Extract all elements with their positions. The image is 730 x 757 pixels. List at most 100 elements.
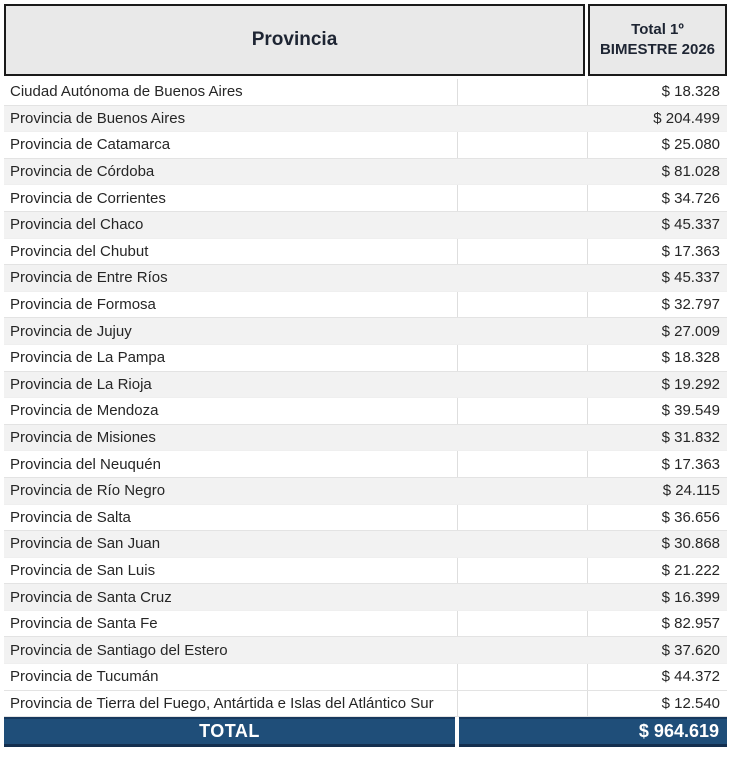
table-row: Provincia de Río Negro $ 24.115 [4, 477, 727, 505]
province-name-cell: Provincia de Mendoza [10, 402, 159, 420]
value-cell: $ 17.363 [661, 242, 720, 260]
value-cell: $ 45.337 [661, 216, 720, 234]
spacer-cell [457, 531, 588, 557]
value-cell: $ 27.009 [661, 322, 720, 340]
table-row: Provincia de Entre Ríos $ 45.337 [4, 265, 727, 292]
table-row: Provincia de Salta $ 36.656 [4, 504, 727, 532]
province-name-cell: Provincia de Córdoba [10, 163, 155, 181]
table-row: Provincia del Chaco $ 45.337 [4, 211, 727, 239]
value-cell: $ 82.957 [661, 615, 720, 633]
spacer-cell [457, 584, 588, 610]
table-row: Provincia del Chubut $ 17.363 [4, 238, 727, 266]
table-row: Provincia de San Juan $ 30.868 [4, 531, 727, 558]
table-row: Provincia de Mendoza $ 39.549 [4, 398, 727, 425]
spacer-cell [457, 79, 588, 105]
value-cell: $ 24.115 [662, 482, 720, 500]
province-name-cell: Provincia de Río Negro [10, 482, 166, 500]
table-body: Ciudad Autónoma de Buenos Aires $ 18.328… [4, 79, 727, 718]
province-name-cell: Provincia de La Pampa [10, 349, 166, 367]
spacer-cell [457, 425, 588, 451]
spacer-cell [457, 132, 588, 158]
spacer-cell [457, 637, 588, 663]
table-row: Provincia de Catamarca $ 25.080 [4, 132, 727, 159]
spacer-cell [457, 185, 588, 211]
table-row: Provincia de Tierra del Fuego, Antártida… [4, 690, 727, 718]
table-row: Provincia de Santa Fe $ 82.957 [4, 610, 727, 638]
spacer-cell [457, 318, 588, 344]
header-provincia-label: Provincia [251, 29, 338, 50]
table-row: Provincia de Tucumán $ 44.372 [4, 664, 727, 691]
province-name-cell: Provincia de Jujuy [10, 322, 132, 340]
province-name-cell: Ciudad Autónoma de Buenos Aires [10, 83, 243, 101]
province-name-cell: Provincia de Salta [10, 508, 131, 526]
table-row: Provincia de Misiones $ 31.832 [4, 424, 727, 452]
table-row: Provincia de La Rioja $ 19.292 [4, 371, 727, 399]
value-cell: $ 19.292 [661, 375, 720, 393]
value-cell: $ 31.832 [661, 429, 720, 447]
province-name-cell: Provincia de San Juan [10, 535, 161, 553]
spacer-cell [457, 106, 588, 132]
total-value: $ 964.619 [638, 721, 719, 742]
value-cell: $ 21.222 [661, 561, 720, 579]
table-row: Provincia de Formosa $ 32.797 [4, 291, 727, 319]
spacer-cell [457, 291, 588, 318]
value-cell: $ 16.399 [661, 588, 720, 606]
spacer-cell [457, 451, 588, 477]
province-name-cell: Provincia de Tucumán [10, 668, 159, 686]
table-row: Ciudad Autónoma de Buenos Aires $ 18.328 [4, 79, 727, 106]
province-name-cell: Provincia de Entre Ríos [10, 269, 168, 287]
value-cell: $ 18.328 [661, 83, 720, 101]
province-name-cell: Provincia de Misiones [10, 429, 156, 447]
province-name-cell: Provincia del Neuquén [10, 455, 161, 473]
value-cell: $ 44.372 [661, 668, 720, 686]
provinces-table: Provincia Total 1º BIMESTRE 2026 Ciudad … [4, 4, 727, 748]
total-label: TOTAL [199, 721, 260, 742]
value-cell: $ 30.868 [661, 535, 720, 553]
province-name-cell: Provincia de Corrientes [10, 189, 166, 207]
table-row: Provincia de Santiago del Estero $ 37.62… [4, 637, 727, 665]
value-cell: $ 37.620 [661, 641, 720, 659]
table-row: Provincia de Buenos Aires $ 204.499 [4, 105, 727, 133]
value-cell: $ 25.080 [661, 136, 720, 154]
header-cell-total: Total 1º BIMESTRE 2026 [588, 4, 727, 76]
table-row: Provincia de La Pampa $ 18.328 [4, 344, 727, 372]
spacer-cell [457, 504, 588, 531]
value-cell: $ 81.028 [661, 163, 720, 181]
table-row: Provincia de Corrientes $ 34.726 [4, 185, 727, 212]
spacer-cell [457, 159, 588, 185]
spacer-cell [457, 664, 588, 690]
spacer-cell [457, 344, 588, 371]
spacer-cell [457, 398, 588, 424]
header-cell-provincia: Provincia [4, 4, 585, 76]
header-total-line2: BIMESTRE 2026 [599, 41, 716, 58]
table-row: Provincia de Córdoba $ 81.028 [4, 158, 727, 186]
value-cell: $ 36.656 [661, 508, 720, 526]
value-cell: $ 32.797 [661, 296, 720, 314]
table-row: Provincia del Neuquén $ 17.363 [4, 451, 727, 478]
value-cell: $ 34.726 [661, 189, 720, 207]
value-cell: $ 18.328 [661, 349, 720, 367]
province-name-cell: Provincia del Chubut [10, 242, 149, 260]
value-cell: $ 45.337 [661, 269, 720, 287]
province-name-cell: Provincia del Chaco [10, 216, 144, 234]
total-value-cell: $ 964.619 [459, 717, 727, 748]
spacer-cell [457, 610, 588, 637]
province-name-cell: Provincia de Santa Fe [10, 615, 158, 633]
province-name-cell: Provincia de Formosa [10, 296, 156, 314]
province-name-cell: Provincia de Tierra del Fuego, Antártida… [10, 694, 434, 712]
spacer-cell [457, 478, 588, 504]
table-row: Provincia de San Luis $ 21.222 [4, 557, 727, 585]
value-cell: $ 39.549 [661, 402, 720, 420]
table-header: Provincia Total 1º BIMESTRE 2026 [4, 4, 727, 76]
province-name-cell: Provincia de Catamarca [10, 136, 171, 154]
spacer-cell [457, 212, 588, 238]
table-row: Provincia de Santa Cruz $ 16.399 [4, 584, 727, 611]
spacer-cell [457, 265, 588, 291]
spacer-cell [457, 238, 588, 265]
province-name-cell: Provincia de Santa Cruz [10, 588, 172, 606]
province-name-cell: Provincia de Buenos Aires [10, 109, 186, 127]
header-total-line1: Total 1º [631, 20, 684, 38]
total-row: TOTAL $ 964.619 [4, 717, 727, 748]
spacer-cell [457, 372, 588, 398]
value-cell: $ 12.540 [661, 694, 720, 712]
